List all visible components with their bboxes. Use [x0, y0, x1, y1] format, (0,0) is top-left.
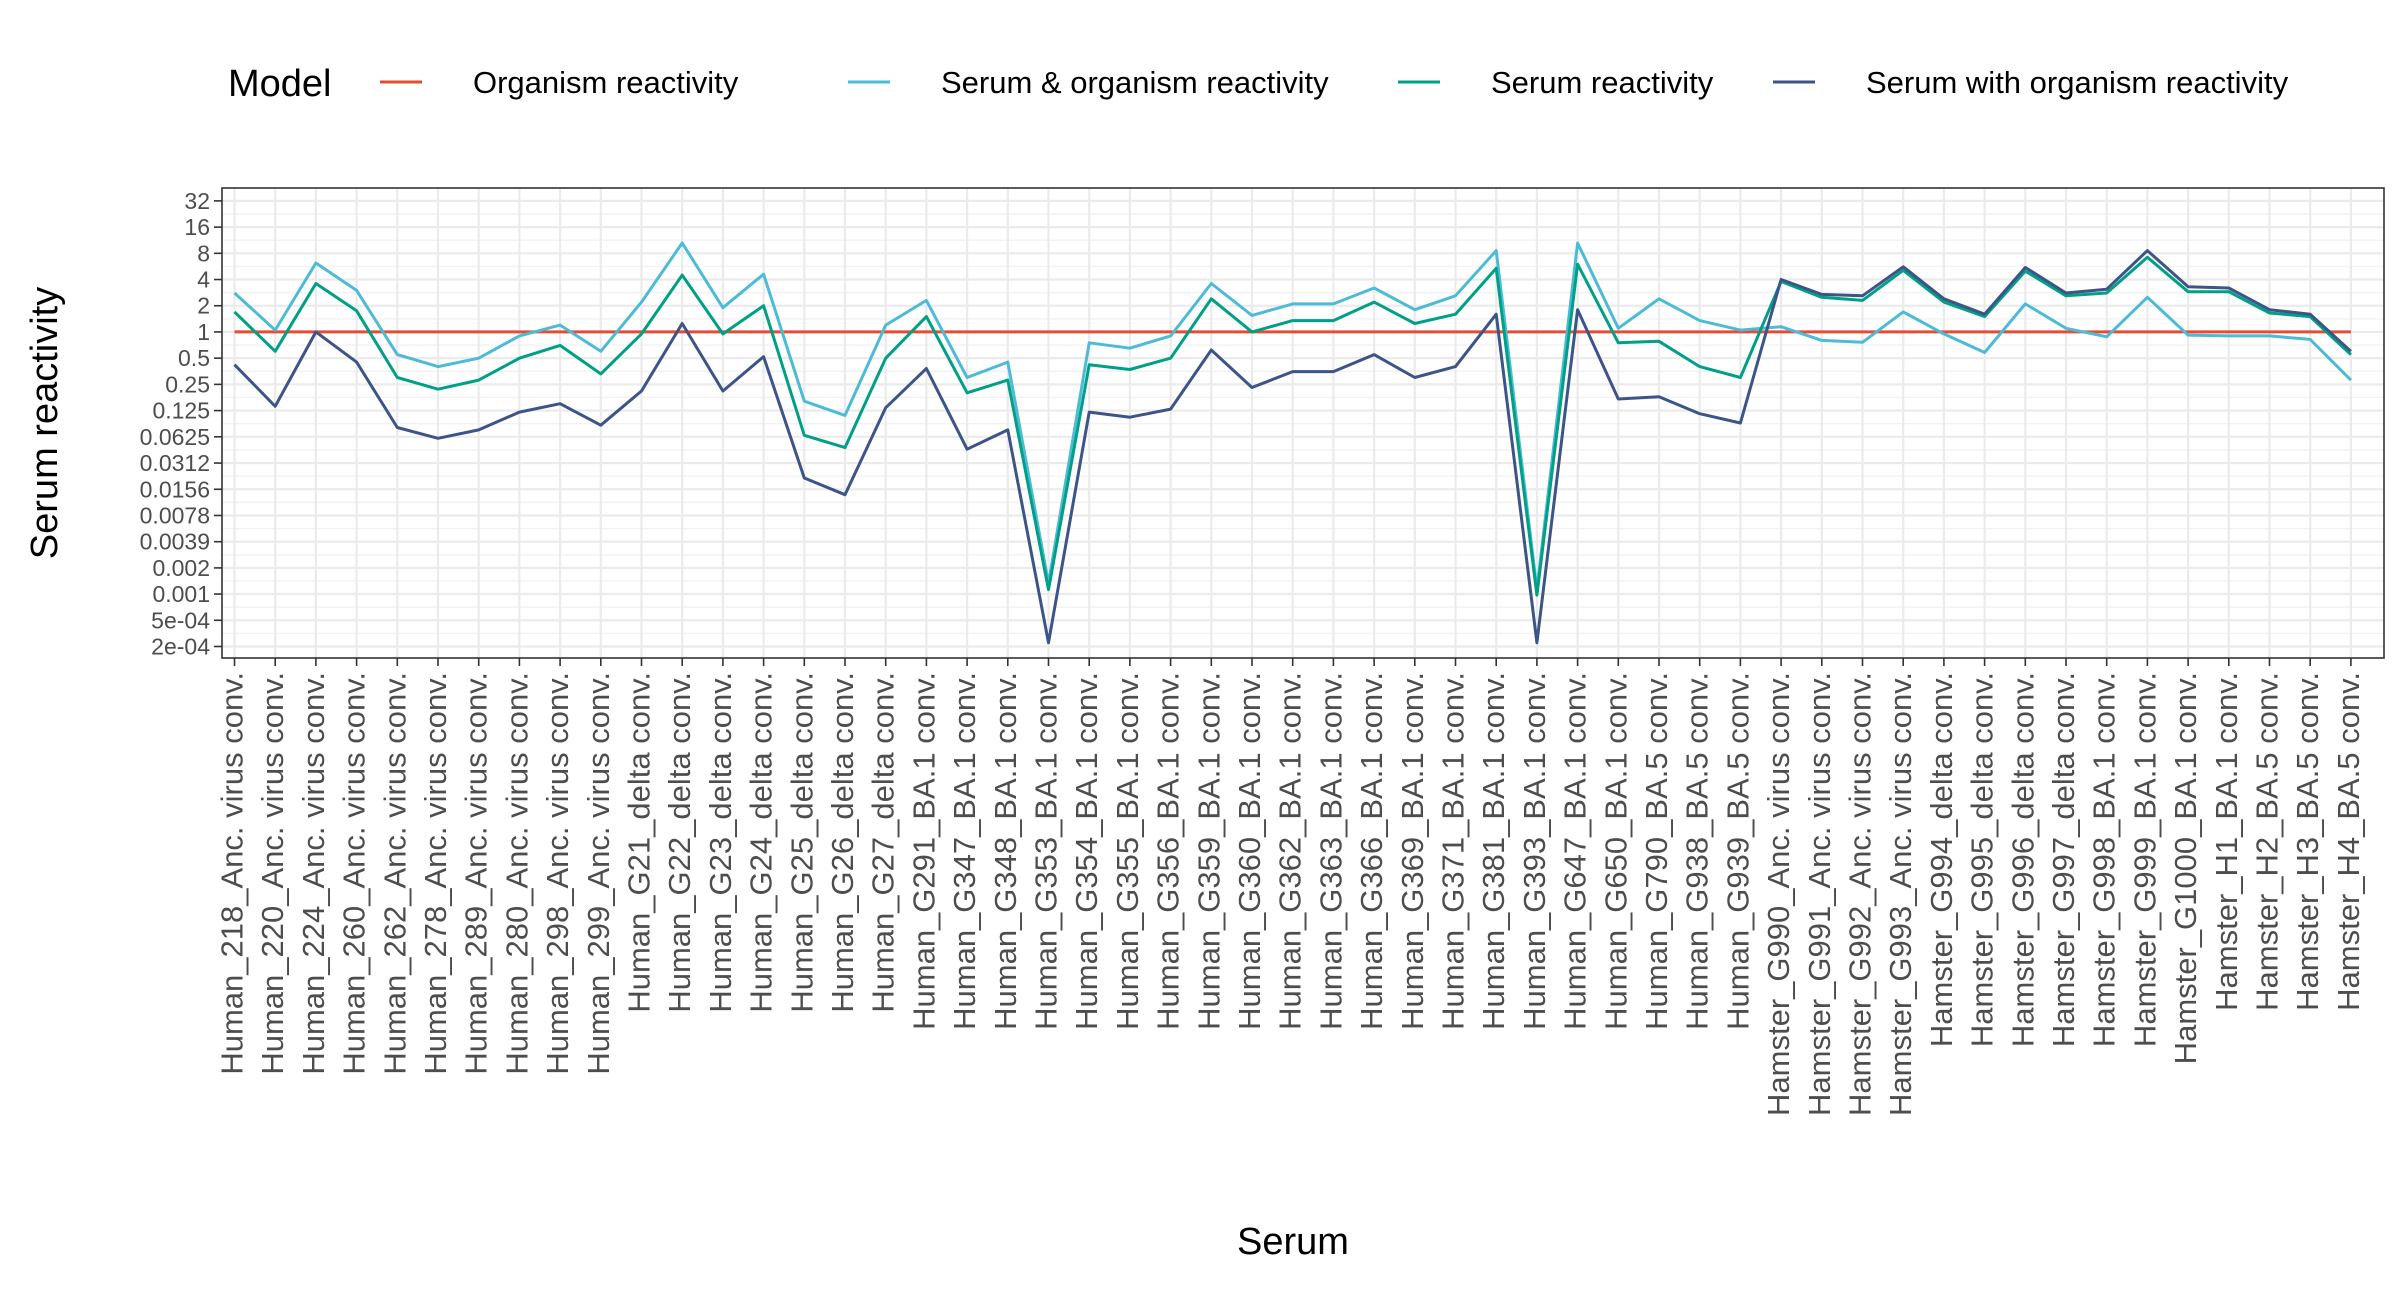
x-tick-label: Hamster_G991_Anc. virus conv.	[1802, 672, 1837, 1116]
x-tick-label: Human_G359_BA.1 conv.	[1191, 672, 1226, 1030]
y-tick-label: 16	[184, 214, 210, 240]
series-line-serum-with-organism-reactivity	[233, 249, 2352, 645]
x-tick-label: Human_G348_BA.1 conv.	[988, 672, 1023, 1030]
y-tick-label: 0.25	[165, 371, 210, 397]
x-tick-label: Human_G362_BA.1 conv.	[1273, 672, 1308, 1030]
x-tick-label: Human_G369_BA.1 conv.	[1395, 672, 1430, 1030]
y-tick-label: 32	[184, 188, 210, 214]
x-tick-label: Human_G647_BA.1 conv.	[1558, 672, 1593, 1030]
y-tick-label: 2	[197, 293, 210, 319]
series-line-serum-organism-reactivity	[233, 241, 2352, 592]
y-tick-label: 0.002	[152, 555, 210, 581]
x-tick-label: Hamster_G992_Anc. virus conv.	[1843, 672, 1878, 1116]
y-tick-label: 0.5	[178, 345, 210, 371]
legend-title: Model	[228, 63, 332, 105]
y-tick-label: 0.0039	[140, 529, 210, 555]
x-tick-label: Human_262_Anc. virus conv.	[377, 672, 412, 1075]
x-tick-label: Hamster_G1000_BA.1 conv.	[2168, 672, 2203, 1064]
legend-label: Serum with organism reactivity	[1866, 65, 2289, 100]
x-tick-label: Hamster_G999_BA.1 conv.	[2127, 672, 2162, 1047]
series-line-serum-reactivity	[233, 255, 2352, 597]
x-tick-label: Hamster_G990_Anc. virus conv.	[1761, 672, 1796, 1116]
series-lines	[233, 241, 2352, 645]
x-tick-label: Human_G366_BA.1 conv.	[1354, 672, 1389, 1030]
x-tick-label: Hamster_H1_BA.1 conv.	[2209, 672, 2244, 1011]
x-tick-label: Human_218_Anc. virus conv.	[215, 672, 250, 1075]
x-tick-label: Hamster_H3_BA.5 conv.	[2290, 672, 2325, 1011]
y-tick-label: 2e-04	[151, 633, 210, 659]
y-axis: 2e-045e-040.0010.0020.00390.00780.01560.…	[140, 188, 222, 659]
x-tick-label: Human_G355_BA.1 conv.	[1110, 672, 1145, 1030]
x-tick-label: Human_280_Anc. virus conv.	[499, 672, 534, 1075]
x-tick-label: Human_G23_delta conv.	[703, 672, 738, 1013]
legend-item: Serum & organism reactivity	[848, 65, 1329, 100]
legend-item: Organism reactivity	[380, 65, 739, 100]
legend-item: Serum reactivity	[1398, 65, 1714, 100]
y-tick-label: 5e-04	[151, 607, 210, 633]
x-tick-label: Human_G393_BA.1 conv.	[1517, 672, 1552, 1030]
plot-border	[221, 187, 2385, 659]
x-tick-label: Human_289_Anc. virus conv.	[459, 672, 494, 1075]
x-tick-label: Human_G360_BA.1 conv.	[1232, 672, 1267, 1030]
x-tick-label: Human_G27_delta conv.	[866, 672, 901, 1013]
y-tick-label: 0.0312	[140, 450, 210, 476]
x-tick-label: Hamster_G994_delta conv.	[1924, 672, 1959, 1047]
legend-item: Serum with organism reactivity	[1773, 65, 2289, 100]
x-tick-label: Hamster_G995_delta conv.	[1965, 672, 2000, 1047]
x-tick-label: Human_G291_BA.1 conv.	[906, 672, 941, 1030]
x-tick-label: Hamster_G993_Anc. virus conv.	[1883, 672, 1918, 1116]
x-tick-label: Human_220_Anc. virus conv.	[255, 672, 290, 1075]
x-tick-label: Human_224_Anc. virus conv.	[296, 672, 331, 1075]
legend-label: Organism reactivity	[473, 65, 739, 100]
x-axis: Human_218_Anc. virus conv. Human_220_Anc.…	[215, 658, 2366, 1116]
x-tick-label: Hamster_H2_BA.5 conv.	[2250, 672, 2285, 1011]
x-tick-label: Human_G650_BA.1 conv.	[1598, 672, 1633, 1030]
y-tick-label: 0.0156	[140, 476, 210, 502]
y-tick-label: 0.001	[152, 581, 210, 607]
x-tick-label: Human_G21_delta conv.	[622, 672, 657, 1013]
y-tick-label: 0.0078	[140, 502, 210, 528]
legend-label: Serum & organism reactivity	[941, 65, 1329, 100]
y-tick-label: 0.125	[152, 398, 210, 424]
x-tick-label: Human_G381_BA.1 conv.	[1476, 672, 1511, 1030]
x-tick-label: Human_G353_BA.1 conv.	[1029, 672, 1064, 1030]
legend: Model Organism reactivity Serum & organis…	[228, 63, 2289, 105]
y-tick-label: 1	[197, 319, 210, 345]
x-tick-label: Human_299_Anc. virus conv.	[581, 672, 616, 1075]
x-tick-label: Human_G371_BA.1 conv.	[1436, 672, 1471, 1030]
y-tick-label: 4	[197, 267, 210, 293]
y-axis-title: Serum reactivity	[24, 287, 66, 559]
x-tick-label: Human_G22_delta conv.	[662, 672, 697, 1013]
x-tick-label: Human_G356_BA.1 conv.	[1151, 672, 1186, 1030]
x-tick-label: Human_G790_BA.5 conv.	[1639, 672, 1674, 1030]
x-tick-label: Human_260_Anc. virus conv.	[337, 672, 372, 1075]
x-tick-label: Hamster_H4_BA.5 conv.	[2331, 672, 2366, 1011]
x-tick-label: Human_G354_BA.1 conv.	[1069, 672, 1104, 1030]
x-tick-label: Human_G939_BA.5 conv.	[1720, 672, 1755, 1030]
x-tick-label: Human_G24_delta conv.	[744, 672, 779, 1013]
x-tick-label: Human_298_Anc. virus conv.	[540, 672, 575, 1075]
x-tick-label: Human_G363_BA.1 conv.	[1313, 672, 1348, 1030]
y-tick-label: 8	[197, 240, 210, 266]
x-tick-label: Human_G347_BA.1 conv.	[947, 672, 982, 1030]
x-tick-label: Hamster_G997_delta conv.	[2046, 672, 2081, 1047]
x-tick-label: Hamster_G998_BA.1 conv.	[2087, 672, 2122, 1047]
x-tick-label: Human_G25_delta conv.	[784, 672, 819, 1013]
x-axis-title: Serum	[1237, 1221, 1349, 1263]
y-tick-label: 0.0625	[140, 424, 210, 450]
legend-label: Serum reactivity	[1491, 65, 1714, 100]
x-tick-label: Human_278_Anc. virus conv.	[418, 672, 453, 1075]
x-tick-label: Human_G26_delta conv.	[825, 672, 860, 1013]
x-tick-label: Hamster_G996_delta conv.	[2005, 672, 2040, 1047]
x-tick-label: Human_G938_BA.5 conv.	[1680, 672, 1715, 1030]
